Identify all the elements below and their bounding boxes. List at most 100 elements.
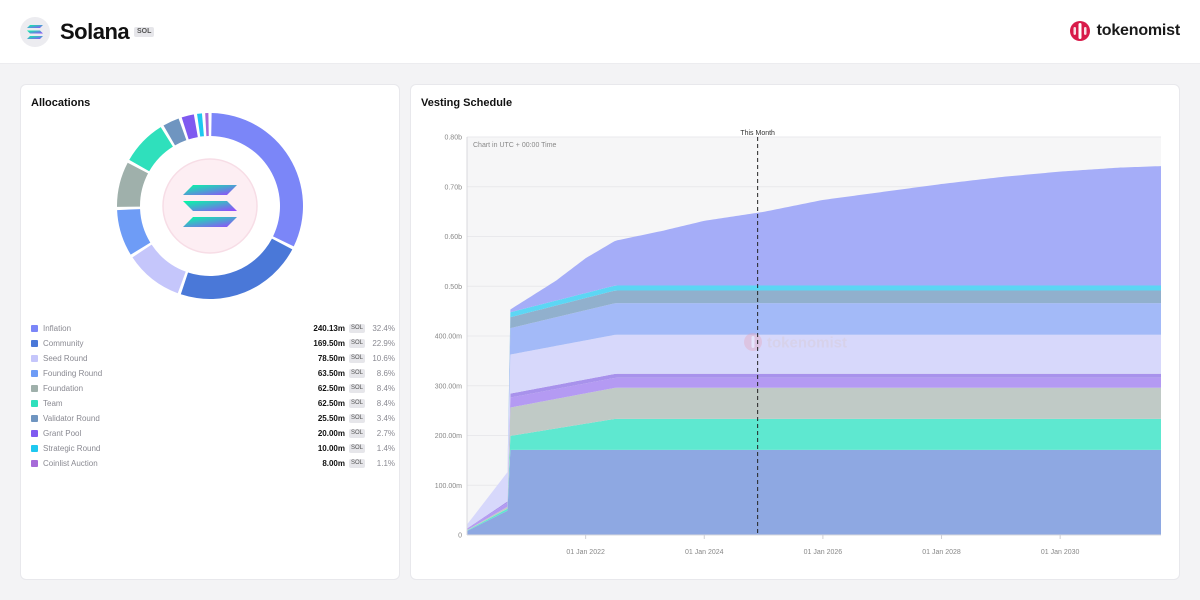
- y-tick-label: 0: [458, 533, 462, 540]
- x-tick-label: 01 Jan 2022: [566, 549, 605, 556]
- legend-amount: 78.50m: [317, 354, 345, 363]
- vesting-card: Vesting Schedule 0 100.00m 200.00m 300.00m 4…: [410, 84, 1180, 580]
- allocations-title: Allocations: [31, 97, 91, 109]
- legend-swatch: [31, 400, 38, 407]
- legend-label: Validator Round: [43, 414, 100, 423]
- legend-item[interactable]: Seed Round 78.50m SOL 10.6%: [31, 351, 395, 366]
- x-tick-label: 01 Jan 2024: [685, 549, 724, 556]
- x-tick-label: 01 Jan 2028: [922, 549, 961, 556]
- legend-item[interactable]: Inflation 240.13m SOL 32.4%: [31, 321, 395, 336]
- vesting-area-0[interactable]: [467, 449, 1161, 535]
- brand-name: tokenomist: [1096, 22, 1181, 39]
- legend-item[interactable]: Validator Round 25.50m SOL 3.4%: [31, 411, 395, 426]
- legend-label: Grant Pool: [43, 429, 82, 438]
- y-tick-label: 0.80b: [444, 135, 462, 142]
- watermark-text: tokenomist: [767, 335, 847, 352]
- legend-symbol-badge: SOL: [348, 354, 365, 363]
- legend-swatch: [31, 370, 38, 377]
- donut-slice-strategic-round[interactable]: [197, 113, 204, 137]
- legend-amount: 20.00m: [317, 429, 345, 438]
- allocation-legend: Inflation 240.13m SOL 32.4% Community 169.50m…: [31, 321, 395, 471]
- y-tick-label: 0.50b: [444, 284, 462, 291]
- x-tick-label: 01 Jan 2026: [804, 549, 843, 556]
- legend-symbol-badge: SOL: [348, 414, 365, 423]
- legend-percent: 10.6%: [372, 354, 395, 363]
- legend-item[interactable]: Grant Pool 20.00m SOL 2.7%: [31, 426, 395, 441]
- brand-logo[interactable]: tokenomist: [1069, 20, 1180, 42]
- legend-amount: 240.13m: [313, 324, 345, 333]
- vesting-area-8[interactable]: [467, 285, 1161, 525]
- legend-item[interactable]: Team 62.50m SOL 8.4%: [31, 396, 395, 411]
- vesting-schedule-chart[interactable]: 0 100.00m 200.00m 300.00m 400.00m 0.50b 0.60b 0…: [411, 125, 1179, 565]
- donut-slice-community[interactable]: [180, 238, 293, 299]
- solana-logo-icon: [20, 17, 50, 47]
- vesting-area-4[interactable]: [467, 373, 1161, 530]
- y-tick-label: 0.60b: [444, 234, 462, 241]
- solana-center-logo-icon: [183, 185, 237, 227]
- legend-symbol-badge: SOL: [348, 444, 365, 453]
- legend-amount: 10.00m: [317, 444, 345, 453]
- vesting-title: Vesting Schedule: [421, 97, 513, 109]
- donut-slice-foundation[interactable]: [117, 162, 149, 207]
- legend-swatch: [31, 340, 38, 347]
- vesting-area-5[interactable]: [467, 334, 1161, 529]
- legend-swatch: [31, 430, 38, 437]
- token-name: Solana: [60, 19, 130, 44]
- legend-percent: 1.4%: [376, 444, 395, 453]
- x-tick-label: 01 Jan 2030: [1041, 549, 1080, 556]
- legend-percent: 32.4%: [372, 324, 395, 333]
- legend-label: Coinlist Auction: [43, 459, 98, 468]
- legend-percent: 22.9%: [372, 339, 395, 348]
- legend-symbol-badge: SOL: [348, 369, 365, 378]
- legend-symbol-badge: SOL: [348, 459, 365, 468]
- legend-item[interactable]: Community 169.50m SOL 22.9%: [31, 336, 395, 351]
- legend-symbol-badge: SOL: [348, 324, 365, 333]
- legend-label: Seed Round: [43, 354, 88, 363]
- vesting-area-6[interactable]: [467, 303, 1161, 525]
- vesting-area-1[interactable]: [467, 418, 1161, 532]
- vesting-area-3[interactable]: [467, 377, 1161, 531]
- legend-label: Founding Round: [43, 369, 103, 378]
- donut-slice-seed-round[interactable]: [132, 244, 186, 294]
- legend-label: Team: [43, 399, 63, 408]
- donut-slice-inflation[interactable]: [211, 113, 303, 247]
- page-header: Solana SOL tokenomist: [0, 0, 1200, 64]
- legend-swatch: [31, 445, 38, 452]
- legend-percent: 8.4%: [376, 399, 395, 408]
- legend-percent: 8.6%: [376, 369, 395, 378]
- legend-item[interactable]: Foundation 62.50m SOL 8.4%: [31, 381, 395, 396]
- donut-slice-team[interactable]: [129, 127, 173, 172]
- vesting-area-7[interactable]: [467, 290, 1161, 525]
- legend-percent: 1.1%: [376, 459, 395, 468]
- legend-symbol-badge: SOL: [348, 339, 365, 348]
- legend-swatch: [31, 355, 38, 362]
- legend-amount: 62.50m: [317, 399, 345, 408]
- legend-swatch: [31, 325, 38, 332]
- legend-label: Community: [43, 339, 84, 348]
- legend-amount: 8.00m: [322, 459, 345, 468]
- vesting-area-2[interactable]: [467, 387, 1161, 531]
- y-tick-label: 400.00m: [435, 334, 462, 341]
- legend-item[interactable]: Coinlist Auction 8.00m SOL 1.1%: [31, 456, 395, 471]
- legend-item[interactable]: Strategic Round 10.00m SOL 1.4%: [31, 441, 395, 456]
- y-tick-label: 300.00m: [435, 383, 462, 390]
- donut-slice-validator-round[interactable]: [163, 118, 187, 146]
- legend-swatch: [31, 385, 38, 392]
- y-tick-label: 200.00m: [435, 433, 462, 440]
- legend-percent: 2.7%: [376, 429, 395, 438]
- vesting-area-9[interactable]: [467, 166, 1161, 525]
- legend-swatch: [31, 415, 38, 422]
- legend-swatch: [31, 460, 38, 467]
- timezone-note: Chart in UTC + 00:00 Time: [473, 142, 557, 149]
- donut-slice-founding-round[interactable]: [117, 209, 151, 255]
- legend-amount: 169.50m: [313, 339, 345, 348]
- donut-slice-coinlist-auction[interactable]: [205, 113, 209, 137]
- legend-label: Strategic Round: [43, 444, 101, 453]
- legend-label: Foundation: [43, 384, 84, 393]
- this-month-label: This Month: [740, 130, 775, 137]
- allocation-donut-chart: [117, 113, 303, 299]
- legend-item[interactable]: Founding Round 63.50m SOL 8.6%: [31, 366, 395, 381]
- legend-percent: 3.4%: [376, 414, 395, 423]
- donut-slice-grant-pool[interactable]: [181, 114, 198, 140]
- legend-amount: 62.50m: [317, 384, 345, 393]
